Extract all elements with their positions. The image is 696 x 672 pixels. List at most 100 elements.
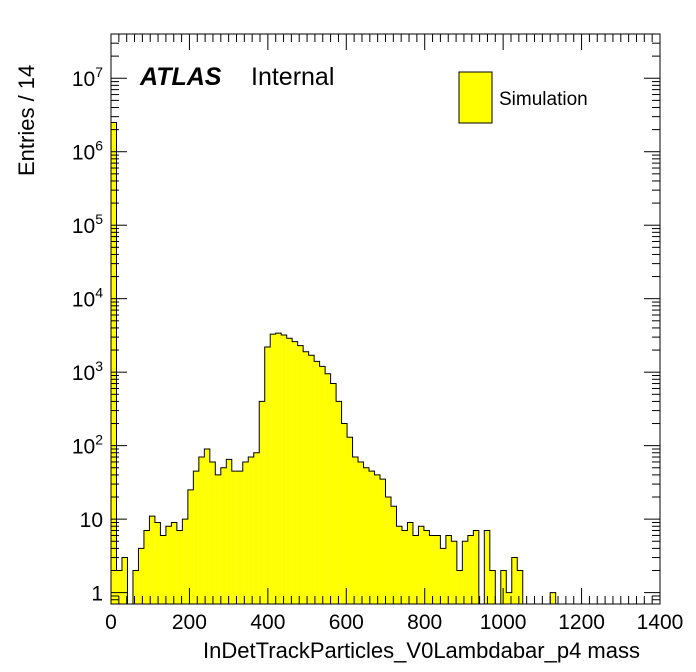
histogram-bar (440, 548, 446, 604)
histogram-bar (281, 335, 287, 604)
histogram-bar (401, 530, 408, 604)
histogram-bar (259, 401, 265, 604)
histogram-bar (517, 570, 523, 604)
histogram-bar (176, 530, 183, 604)
histogram-bar (489, 570, 496, 604)
histogram-bar (412, 535, 419, 604)
histogram-bar (319, 366, 326, 604)
legend-label-simulation: Simulation (499, 89, 588, 110)
histogram-bar (500, 570, 507, 604)
histogram-bar (330, 383, 337, 604)
y-tick-label: 103 (72, 358, 103, 385)
histogram-bar (456, 570, 463, 604)
histogram-bar (253, 452, 260, 604)
histogram-bar (111, 122, 117, 604)
histogram-bar (242, 461, 249, 604)
histogram-outline (110, 121, 660, 605)
histogram-bar (385, 497, 391, 604)
x-axis-title: InDetTrackParticles_V0Lambdabar_p4 mass (203, 638, 640, 663)
histogram-bars (110, 121, 660, 605)
histogram-bar (149, 516, 155, 604)
histogram-bar (187, 489, 194, 604)
legend-swatch-simulation (458, 71, 493, 124)
histogram-bar (248, 457, 254, 604)
histogram-bar (396, 526, 402, 604)
histogram-bar (347, 437, 353, 604)
x-tick-label: 800 (407, 611, 442, 634)
histogram-bar (193, 471, 199, 604)
histogram-bar (204, 449, 210, 604)
y-tick-label: 102 (72, 432, 103, 459)
histogram-bar (352, 457, 359, 604)
y-tick-label: 106 (72, 138, 103, 165)
histogram-bar (116, 570, 122, 604)
histogram-bar (390, 506, 397, 604)
internal-label: Internal (251, 63, 334, 91)
histogram-bar (182, 519, 188, 604)
histogram-bar (231, 471, 238, 604)
histogram-bar (165, 526, 172, 604)
histogram-bar (308, 355, 315, 604)
histogram-bar (429, 535, 435, 604)
histogram-bar (550, 592, 556, 604)
histogram-bar (374, 474, 381, 604)
histogram-bar (132, 570, 139, 604)
histogram-bar (511, 557, 518, 604)
tick-labels: 0 200 400 600 800 1000 1200 1400 1 10 102 103 104 105… (72, 64, 684, 634)
histogram-bar (451, 541, 457, 604)
histogram-bar (297, 345, 304, 604)
atlas-label: ATLAS (139, 63, 222, 91)
histogram-bar (198, 457, 205, 604)
histogram-bar (423, 530, 430, 604)
histogram-bar (121, 557, 128, 604)
x-tick-label: 1200 (558, 611, 605, 634)
histogram-bar (264, 347, 271, 604)
x-tick-label: 200 (172, 611, 207, 634)
histogram-bar (275, 333, 282, 604)
histogram-bar (484, 530, 490, 604)
histogram-bar (380, 479, 386, 604)
histogram-bar (143, 530, 150, 604)
histogram-bar (369, 471, 375, 604)
histogram-bar (154, 522, 161, 604)
histogram-bar (209, 461, 216, 604)
y-tick-label: 10 (80, 509, 103, 532)
histogram-bar (314, 361, 320, 604)
histogram-bar (473, 530, 479, 604)
histogram-bar (434, 535, 441, 604)
histogram-bar (270, 334, 276, 604)
histogram-bar (363, 467, 370, 604)
y-tick-label: 105 (72, 211, 103, 238)
histogram-bar (325, 373, 331, 604)
histogram-bar (462, 541, 468, 604)
x-tick-label: 600 (329, 611, 364, 634)
axis-ticks (110, 33, 661, 605)
histogram-bar (303, 351, 309, 604)
histogram-bar (171, 522, 177, 604)
histogram-bar (160, 535, 166, 604)
histogram-bar (445, 535, 452, 604)
histogram-bar (286, 338, 293, 604)
x-tick-label: 400 (250, 611, 285, 634)
x-tick-label: 0 (105, 611, 117, 634)
histogram-bar (215, 474, 221, 604)
histogram-bar (467, 535, 474, 604)
histogram-bar (226, 459, 232, 604)
histogram-bar (506, 592, 512, 604)
histogram-bar (407, 522, 413, 604)
x-tick-label: 1000 (480, 611, 527, 634)
y-tick-label: 104 (72, 285, 103, 312)
x-tick-label: 1400 (637, 611, 684, 634)
legend: Simulation (458, 71, 588, 124)
histogram-bar (138, 548, 144, 604)
histogram-bar (220, 467, 227, 604)
histogram-bar (358, 461, 364, 604)
y-tick-label: 1 (91, 583, 103, 606)
histogram-bar (237, 471, 243, 604)
histogram-bar (341, 423, 348, 604)
histogram-bar (292, 341, 298, 604)
histogram-bar (418, 526, 424, 604)
y-tick-label: 107 (72, 64, 103, 91)
histogram-bar (336, 401, 342, 604)
